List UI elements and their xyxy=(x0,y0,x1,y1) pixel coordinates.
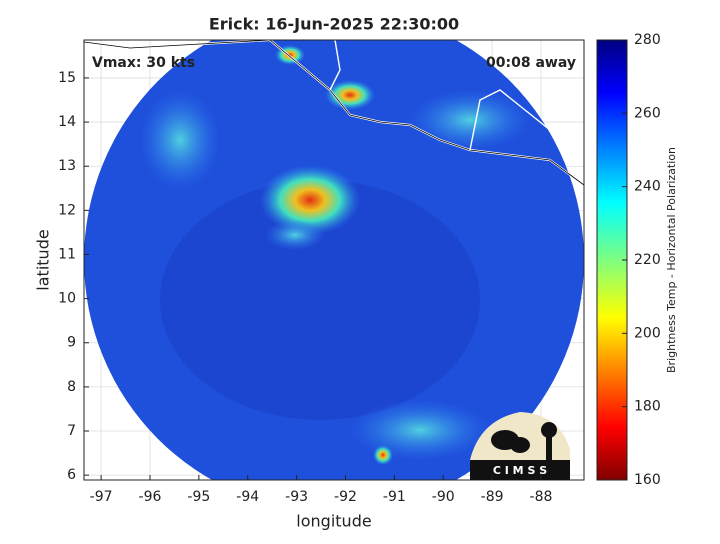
y-tick-label: 10 xyxy=(58,291,76,307)
x-axis-label: longitude xyxy=(296,512,371,531)
y-axis-label: latitude xyxy=(34,229,53,290)
colorbar-tick-label: 200 xyxy=(634,325,661,341)
y-tick-label: 11 xyxy=(58,246,76,262)
x-tick-label: -93 xyxy=(285,489,308,505)
x-tick-label: -90 xyxy=(432,489,455,505)
storm xyxy=(373,445,393,465)
y-tick-label: 8 xyxy=(67,379,76,395)
colorbar-tick-label: 220 xyxy=(634,252,661,268)
colorbar-tick-label: 160 xyxy=(634,472,661,488)
logo-text: C I M S S xyxy=(493,464,547,477)
border xyxy=(329,40,341,91)
x-tick-label: -91 xyxy=(383,489,406,505)
x-tick-label: -92 xyxy=(334,489,357,505)
border xyxy=(469,89,584,151)
plot-frame xyxy=(83,39,585,481)
y-tick-label: 13 xyxy=(58,158,76,174)
annotation: Vmax: 30 kts xyxy=(92,55,195,71)
x-tick-label: -95 xyxy=(187,489,210,505)
patch xyxy=(410,90,530,150)
y-tick-label: 12 xyxy=(58,202,76,218)
y-tick-label: 15 xyxy=(58,70,76,86)
storm xyxy=(325,80,375,110)
y-tick-label: 9 xyxy=(67,335,76,351)
storm xyxy=(260,165,360,235)
colorbar-tick-label: 180 xyxy=(634,399,661,415)
x-tick-label: -97 xyxy=(90,489,113,505)
patch xyxy=(350,400,490,460)
patch xyxy=(265,220,325,250)
x-tick-label: -88 xyxy=(530,489,553,505)
colorbar-label: Brightness Temp - Horizontal Polarizatio… xyxy=(665,147,678,373)
y-tick-label: 7 xyxy=(67,423,76,439)
imagery xyxy=(84,40,584,480)
x-tick-label: -89 xyxy=(481,489,504,505)
colorbar-tick-label: 280 xyxy=(634,32,661,48)
x-tick-label: -94 xyxy=(236,489,259,505)
chart-title: Erick: 16-Jun-2025 22:30:00 xyxy=(209,15,459,34)
patch xyxy=(140,90,220,190)
y-tick-label: 6 xyxy=(67,467,76,483)
colorbar-tick-label: 240 xyxy=(634,179,661,195)
swath-shade xyxy=(160,180,480,420)
colorbar-tick-label: 260 xyxy=(634,105,661,121)
logo: C I M S S xyxy=(470,412,570,480)
annotation: 00:08 away xyxy=(486,55,576,71)
coastline xyxy=(84,40,584,186)
y-tick-label: 14 xyxy=(58,114,76,130)
x-tick-label: -96 xyxy=(139,489,162,505)
